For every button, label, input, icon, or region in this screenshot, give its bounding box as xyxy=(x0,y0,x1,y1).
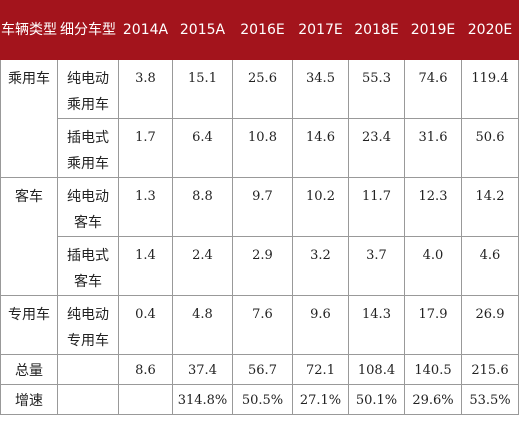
header-cell: 细分车型 xyxy=(57,0,119,60)
header-cell: 2020E xyxy=(461,0,519,60)
value-cell: 17.9 xyxy=(404,295,462,355)
header-cell: 车辆类型 xyxy=(0,0,58,60)
data-row: 插电式乘用车 1.7 6.4 10.8 14.6 23.4 31.6 50.6 xyxy=(1,118,519,178)
data-row: 乘用车 纯电动乘用车 3.8 15.1 25.6 34.5 55.3 74.6 119.4 xyxy=(0,59,519,178)
value-cell: 27.1% xyxy=(292,384,349,415)
value-cell: 0.4 xyxy=(118,295,173,355)
value-cell: 119.4 xyxy=(461,59,519,119)
value-cell: 7.6 xyxy=(232,295,293,355)
value-cell: 4.6 xyxy=(461,236,519,296)
value-cell: 1.3 xyxy=(118,177,173,237)
value-cell: 14.2 xyxy=(461,177,519,237)
value-cell: 72.1 xyxy=(292,354,349,385)
value-cell: 31.6 xyxy=(404,118,462,178)
value-cell: 9.7 xyxy=(232,177,293,237)
value-cell: 74.6 xyxy=(404,59,462,119)
value-cell: 215.6 xyxy=(461,354,519,385)
vehicle-type: 客车 xyxy=(0,177,58,296)
subtype: 纯电动乘用车 xyxy=(57,59,119,119)
value-cell: 314.8% xyxy=(172,384,233,415)
header-cell: 2017E xyxy=(292,0,349,60)
value-cell: 10.8 xyxy=(232,118,293,178)
value-cell: 50.1% xyxy=(348,384,405,415)
row-label: 总量 xyxy=(0,354,58,385)
empty-cell xyxy=(57,384,119,415)
value-cell: 1.7 xyxy=(118,118,173,178)
data-row: 插电式客车 1.4 2.4 2.9 3.2 3.7 4.0 4.6 xyxy=(1,236,519,296)
subtype: 插电式客车 xyxy=(57,236,119,296)
value-cell: 15.1 xyxy=(172,59,233,119)
value-cell: 34.5 xyxy=(292,59,349,119)
value-cell: 55.3 xyxy=(348,59,405,119)
value-cell: 1.4 xyxy=(118,236,173,296)
header-cell: 2014A xyxy=(118,0,173,60)
header-cell: 2016E xyxy=(232,0,293,60)
value-cell: 2.4 xyxy=(172,236,233,296)
value-cell: 25.6 xyxy=(232,59,293,119)
data-row: 客车 纯电动客车 1.3 8.8 9.7 10.2 11.7 12.3 14.2 xyxy=(0,177,519,296)
value-cell: 3.7 xyxy=(348,236,405,296)
vehicle-type: 乘用车 xyxy=(0,59,58,178)
header-cell: 2015A xyxy=(172,0,233,60)
value-cell: 11.7 xyxy=(348,177,405,237)
value-cell: 8.8 xyxy=(172,177,233,237)
value-cell: 53.5% xyxy=(461,384,519,415)
value-cell: 4.8 xyxy=(172,295,233,355)
value-cell: 9.6 xyxy=(292,295,349,355)
value-cell: 50.6 xyxy=(461,118,519,178)
growth-row: 增速 314.8% 50.5% 27.1% 50.1% 29.6% 53.5% xyxy=(0,384,519,415)
value-cell: 4.0 xyxy=(404,236,462,296)
vehicle-type: 专用车 xyxy=(0,295,58,355)
empty-cell xyxy=(57,354,119,385)
value-cell: 26.9 xyxy=(461,295,519,355)
value-cell: 14.3 xyxy=(348,295,405,355)
row-label: 增速 xyxy=(0,384,58,415)
data-row: 专用车 纯电动专用车 0.4 4.8 7.6 9.6 14.3 17.9 26.9 xyxy=(0,295,519,355)
subtype: 插电式乘用车 xyxy=(57,118,119,178)
value-cell: 3.2 xyxy=(292,236,349,296)
header-row: 车辆类型 细分车型 2014A 2015A 2016E 2017E 2018E 2019E 20… xyxy=(0,0,519,60)
subtype: 纯电动客车 xyxy=(57,177,119,237)
header-cell: 2019E xyxy=(404,0,462,60)
value-cell: 2.9 xyxy=(232,236,293,296)
total-row: 总量 8.6 37.4 56.7 72.1 108.4 140.5 215.6 xyxy=(0,354,519,385)
value-cell: 8.6 xyxy=(118,354,173,385)
value-cell: 37.4 xyxy=(172,354,233,385)
value-cell: 23.4 xyxy=(348,118,405,178)
value-cell: 56.7 xyxy=(232,354,293,385)
value-cell: 29.6% xyxy=(404,384,462,415)
value-cell: 12.3 xyxy=(404,177,462,237)
value-cell: 10.2 xyxy=(292,177,349,237)
value-cell: 14.6 xyxy=(292,118,349,178)
value-cell: 6.4 xyxy=(172,118,233,178)
empty-cell xyxy=(118,384,173,415)
value-cell: 108.4 xyxy=(348,354,405,385)
table-body: 乘用车 纯电动乘用车 3.8 15.1 25.6 34.5 55.3 74.6 119.4 插电式… xyxy=(0,59,519,415)
value-cell: 50.5% xyxy=(232,384,293,415)
value-cell: 140.5 xyxy=(404,354,462,385)
header-cell: 2018E xyxy=(348,0,405,60)
subtype: 纯电动专用车 xyxy=(57,295,119,355)
value-cell: 3.8 xyxy=(118,59,173,119)
